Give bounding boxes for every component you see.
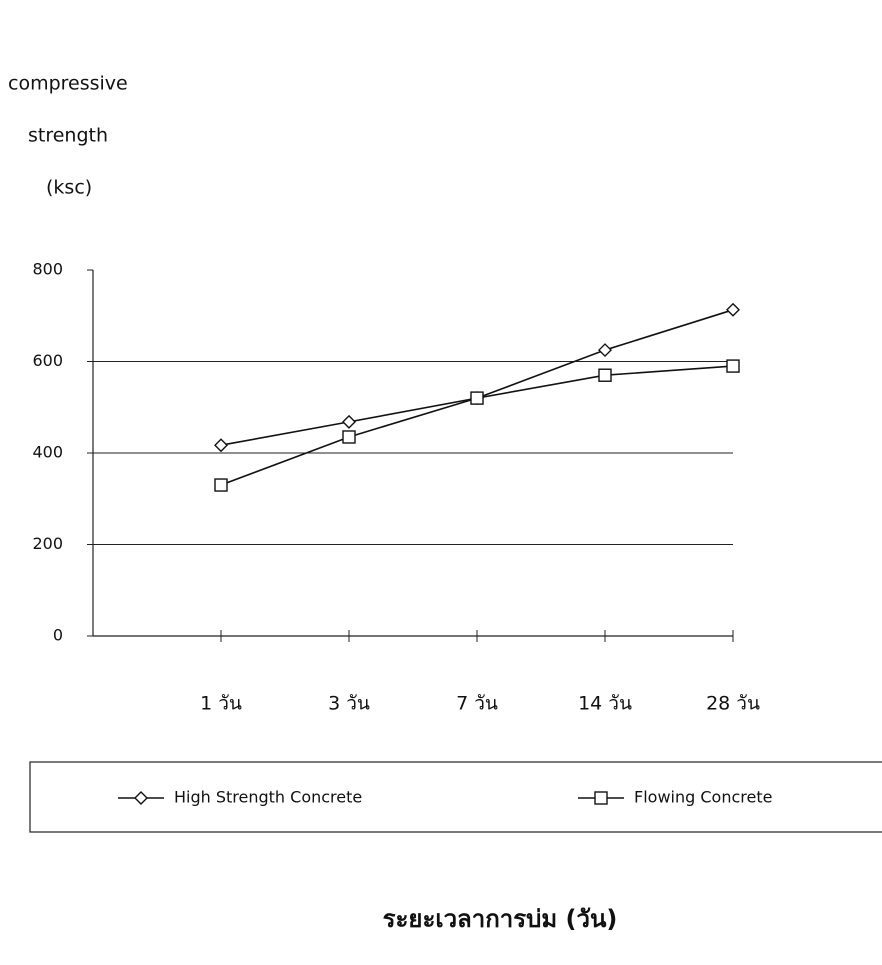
y-tick-label: 0 — [53, 626, 63, 645]
marker — [214, 478, 228, 492]
x-tick-label: 3 วัน — [328, 693, 370, 715]
marker — [598, 343, 612, 358]
legend-label: Flowing Concrete — [634, 788, 772, 807]
legend-label: High Strength Concrete — [174, 788, 362, 807]
y-axis-label: compressive — [8, 73, 128, 95]
legend-box — [29, 761, 882, 833]
marker — [726, 359, 740, 373]
x-tick-label: 28 วัน — [706, 693, 760, 715]
marker — [470, 391, 484, 405]
marker — [598, 368, 612, 382]
y-axis-label: strength — [28, 125, 108, 147]
y-tick-label: 200 — [32, 534, 63, 553]
marker — [134, 791, 148, 805]
marker — [342, 430, 356, 444]
marker — [342, 414, 356, 429]
y-tick-label: 600 — [32, 351, 63, 370]
x-tick-label: 7 วัน — [456, 693, 498, 715]
series-line — [220, 309, 734, 447]
y-tick-label: 400 — [32, 443, 63, 462]
x-tick-label: 1 วัน — [200, 693, 242, 715]
marker — [594, 791, 608, 805]
series-line — [220, 365, 734, 486]
marker — [214, 438, 228, 453]
x-axis-label: ระยะเวลาการบ่ม (วัน) — [383, 905, 618, 933]
y-axis-label: (ksc) — [46, 177, 92, 199]
x-tick-label: 14 วัน — [578, 693, 632, 715]
marker — [726, 302, 740, 317]
y-tick-label: 800 — [32, 260, 63, 279]
